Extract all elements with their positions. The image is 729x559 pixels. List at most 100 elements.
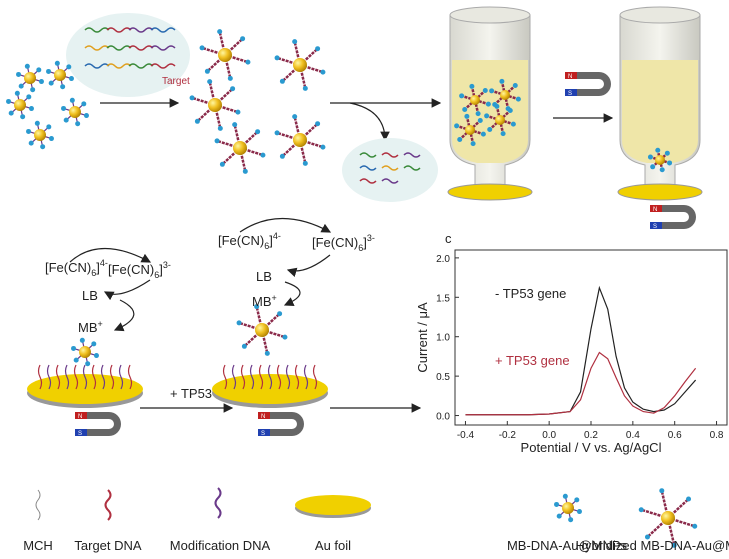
magnet-label: S <box>568 91 572 97</box>
subscript: 6 <box>264 241 269 251</box>
vial <box>447 6 533 201</box>
dna-strand <box>106 27 132 33</box>
solution-bubble <box>66 13 190 97</box>
mb-label <box>274 130 280 136</box>
legend-icon <box>295 495 371 518</box>
mb-label <box>75 121 81 127</box>
gold-core <box>293 133 307 147</box>
gold-core <box>14 99 26 111</box>
dna-strand <box>150 63 176 69</box>
mb-label <box>659 167 665 173</box>
gold-core <box>470 95 480 105</box>
hybridized-particle <box>274 114 326 166</box>
dna-strand <box>82 364 88 390</box>
magnet-pole <box>258 412 270 419</box>
dna-strand <box>106 63 132 69</box>
mb-label <box>46 124 52 130</box>
x-tick-label: 0.4 <box>626 430 640 441</box>
mb-label <box>274 55 280 61</box>
y-tick-label: 0.5 <box>436 372 450 383</box>
subscript: 6 <box>154 270 159 280</box>
magnet-label: S <box>653 224 657 230</box>
mb-label <box>650 164 656 170</box>
mb-label <box>638 507 644 513</box>
formula: [Fe(CN) <box>108 262 154 277</box>
hybridized-particle <box>454 113 486 147</box>
dna-arm <box>214 87 234 106</box>
magnet-pole <box>75 429 87 436</box>
mb-label <box>264 350 270 356</box>
dna-arm <box>218 31 227 56</box>
mb-label <box>26 94 32 100</box>
gold-core <box>255 323 269 337</box>
mb-label <box>38 79 44 85</box>
mb-label <box>93 353 99 359</box>
dna-arm <box>238 321 263 332</box>
superscript: + <box>98 319 103 329</box>
target-label: Target <box>162 76 190 87</box>
formula: MB <box>252 294 272 309</box>
dna-strand <box>128 27 154 33</box>
dna-strand <box>249 364 255 390</box>
mb-label <box>462 107 468 113</box>
mb-label <box>477 117 483 123</box>
gold-core <box>24 72 36 84</box>
mb-label <box>500 131 506 137</box>
mb-label <box>484 113 490 119</box>
mb-label <box>219 161 225 167</box>
mb-label <box>568 517 574 523</box>
mb-label <box>469 83 475 89</box>
y-tick-label: 0.0 <box>436 412 450 423</box>
legend-label: Modification DNA <box>170 538 271 553</box>
y-axis-label: Current / μA <box>415 302 430 373</box>
mb-label <box>217 125 223 131</box>
vial <box>617 6 703 201</box>
mb-label <box>292 114 298 120</box>
dna-strand <box>106 45 132 51</box>
mb-label <box>292 39 298 45</box>
mb-label <box>54 60 60 66</box>
gold-core <box>495 115 505 125</box>
dna-strand <box>381 152 399 158</box>
hybridized-particle <box>236 304 288 356</box>
y-tick-label: 2.0 <box>436 254 450 265</box>
mb-label <box>28 106 34 112</box>
superscript: + <box>272 293 277 303</box>
particle <box>554 493 582 523</box>
mb-label <box>71 345 77 351</box>
mb-label <box>48 136 54 142</box>
lb-label: LB <box>82 288 98 303</box>
mb-label <box>644 534 650 540</box>
mb-label <box>232 122 238 128</box>
mb-label <box>464 113 470 119</box>
mb-label <box>576 509 582 515</box>
dna-strand <box>359 178 377 184</box>
formula: [Fe(CN) <box>218 233 264 248</box>
magnet-pole <box>650 205 662 212</box>
mb-label <box>457 137 463 143</box>
dna-strand <box>359 152 377 158</box>
mb-label <box>279 153 285 159</box>
magnet: NS <box>75 412 121 437</box>
hybridized-particle <box>214 122 266 174</box>
x-tick-label: 0.6 <box>668 430 682 441</box>
mb-label <box>240 36 246 42</box>
superscript: 3- <box>163 260 171 270</box>
mb-label <box>207 79 213 85</box>
dna-arm <box>261 328 286 339</box>
gold-core <box>661 511 675 525</box>
magnet-pole <box>258 429 270 436</box>
mb-label <box>499 78 505 84</box>
mb-label <box>475 111 481 117</box>
formula: ] <box>159 262 163 277</box>
mb-label <box>26 128 32 134</box>
hybridized-particle <box>484 103 516 137</box>
magnet-pole <box>565 89 577 96</box>
mb-label <box>60 84 66 90</box>
mb-label <box>277 311 283 317</box>
dna-strand <box>222 364 228 390</box>
mb-label <box>505 106 511 112</box>
mb-label <box>81 101 87 107</box>
